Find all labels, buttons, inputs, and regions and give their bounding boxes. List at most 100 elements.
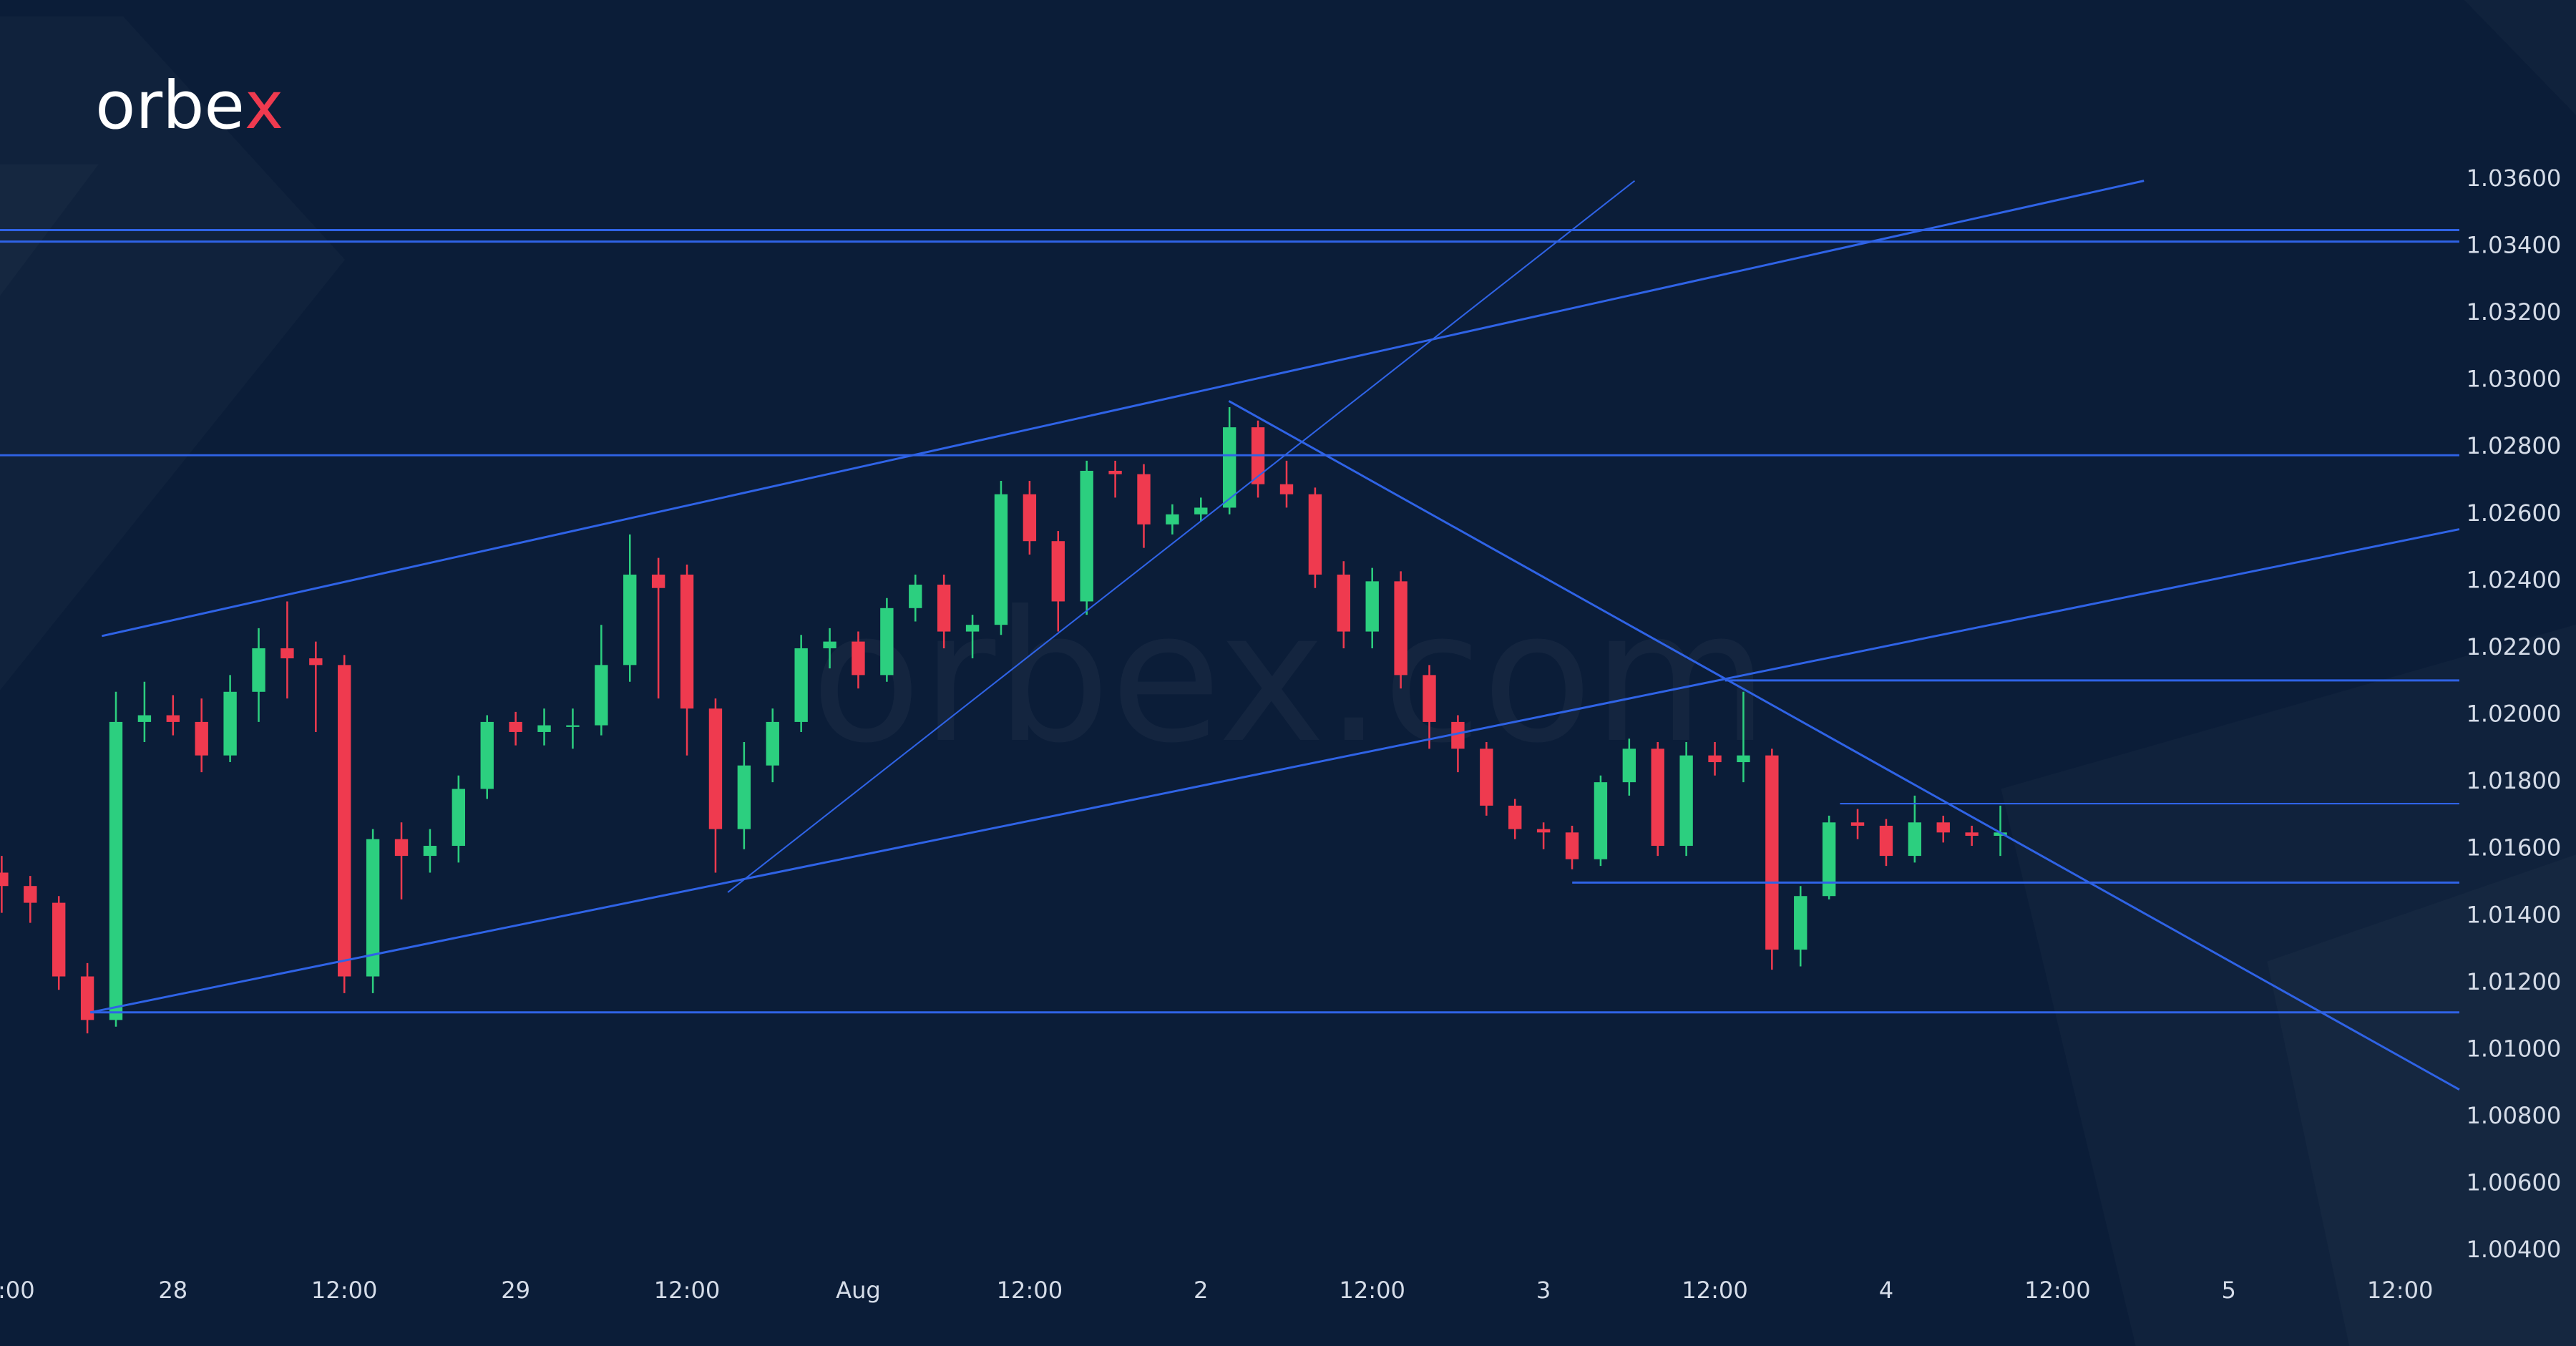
candle-body bbox=[937, 585, 951, 632]
y-tick-label: 1.01000 bbox=[2467, 1035, 2562, 1062]
candle-body bbox=[766, 721, 779, 766]
candle-body bbox=[1536, 829, 1551, 833]
candle-body bbox=[1508, 805, 1522, 829]
y-tick-label: 1.02200 bbox=[2467, 633, 2562, 660]
candle-body bbox=[24, 886, 37, 903]
x-tick-label: Aug bbox=[836, 1277, 881, 1304]
candle-body bbox=[1850, 822, 1865, 826]
candle-body bbox=[137, 715, 152, 722]
candle-body bbox=[1337, 575, 1350, 632]
y-tick-label: 1.03200 bbox=[2467, 298, 2562, 326]
x-tick-label: 29 bbox=[501, 1277, 530, 1304]
candle-body bbox=[1622, 748, 1636, 783]
trend-line bbox=[1228, 400, 2460, 1091]
candle-body bbox=[880, 608, 894, 676]
y-tick-label: 1.01600 bbox=[2467, 834, 2562, 862]
candle-body bbox=[309, 658, 323, 665]
candle-body bbox=[109, 721, 123, 1020]
candle-body bbox=[166, 715, 180, 722]
candle-body bbox=[1879, 825, 1893, 857]
candle-body bbox=[423, 846, 437, 857]
candle-body bbox=[623, 575, 637, 665]
candle-body bbox=[1765, 755, 1779, 950]
candle-body bbox=[1137, 474, 1151, 525]
candle-body bbox=[0, 872, 9, 887]
candle-body bbox=[1166, 514, 1179, 525]
candle-body bbox=[965, 625, 980, 632]
y-tick-label: 1.01800 bbox=[2467, 767, 2562, 794]
candle-body bbox=[651, 575, 665, 588]
candle-body bbox=[566, 725, 580, 727]
x-tick-label: 12:00 bbox=[1682, 1277, 1748, 1304]
candle-body bbox=[1451, 721, 1465, 749]
candle-body bbox=[1965, 832, 1979, 837]
candle-body bbox=[52, 902, 66, 977]
candle-body bbox=[1594, 782, 1608, 859]
y-tick-label: 1.01200 bbox=[2467, 968, 2562, 995]
x-tick-label: 12:00 bbox=[654, 1277, 721, 1304]
candle-body bbox=[1994, 832, 2007, 837]
x-tick-label: 12:00 bbox=[2024, 1277, 2091, 1304]
candle-body bbox=[1194, 507, 1208, 514]
candle-body bbox=[280, 648, 294, 658]
candle-body bbox=[366, 839, 380, 977]
x-axis: 12:00 28 12:00 29 12:00 Aug 12:00 2 12:00 3 12:00 4… bbox=[0, 1277, 2434, 1304]
y-axis: 1.00400 1.00600 1.00800 1.01000 1.01200 1.014… bbox=[2467, 170, 2562, 1264]
y-tick-label: 1.00400 bbox=[2467, 1236, 2562, 1263]
y-tick-label: 1.02800 bbox=[2467, 432, 2562, 459]
candle-body bbox=[195, 721, 208, 756]
candle-body bbox=[737, 765, 751, 829]
candle-body bbox=[1794, 896, 1807, 950]
y-tick-label: 1.00800 bbox=[2467, 1102, 2562, 1129]
candle-body bbox=[823, 641, 836, 648]
candle-body bbox=[252, 648, 265, 692]
x-tick-label: 12:00 bbox=[311, 1277, 378, 1304]
candle-body bbox=[909, 585, 922, 608]
trend-lines bbox=[0, 180, 2460, 1091]
candle-body bbox=[80, 976, 94, 1020]
candle-body bbox=[1423, 675, 1436, 722]
trend-line bbox=[89, 528, 2460, 1014]
x-tick-label: 3 bbox=[1536, 1277, 1551, 1304]
y-tick-label: 1.01400 bbox=[2467, 901, 2562, 928]
candle-body bbox=[1565, 832, 1579, 859]
candle-body bbox=[680, 575, 694, 709]
x-tick-label: 5 bbox=[2222, 1277, 2236, 1304]
candle-body bbox=[1480, 748, 1493, 806]
x-tick-label: 12:00 bbox=[997, 1277, 1063, 1304]
candle-body bbox=[1708, 755, 1722, 763]
candle-body bbox=[1223, 427, 1236, 508]
x-tick-label: 4 bbox=[1879, 1277, 1893, 1304]
y-tick-label: 1.00600 bbox=[2467, 1169, 2562, 1196]
logo: orbex bbox=[95, 67, 283, 144]
candle-body bbox=[1908, 822, 1922, 857]
candle-body bbox=[994, 494, 1008, 625]
y-tick-label: 1.02400 bbox=[2467, 566, 2562, 593]
candle-body bbox=[1737, 755, 1750, 763]
candle-body bbox=[223, 691, 237, 756]
y-tick-label: 1.03000 bbox=[2467, 366, 2562, 393]
candle-body bbox=[1394, 581, 1407, 676]
candle-body bbox=[595, 665, 608, 726]
y-tick-label: 1.03400 bbox=[2467, 231, 2562, 258]
candle-body bbox=[1822, 822, 1836, 897]
candle-body bbox=[1936, 822, 1950, 833]
x-tick-label: 28 bbox=[158, 1277, 187, 1304]
candle-body bbox=[1651, 748, 1664, 847]
trend-line bbox=[727, 180, 1636, 893]
candle-body bbox=[1080, 470, 1093, 602]
candle-body bbox=[509, 721, 522, 732]
x-tick-label: 12:00 bbox=[2367, 1277, 2434, 1304]
candle-body bbox=[394, 839, 409, 857]
candle-body bbox=[1679, 755, 1693, 847]
y-tick-label: 1.02600 bbox=[2467, 499, 2562, 527]
x-tick-label: 12:00 bbox=[0, 1277, 35, 1304]
x-tick-label: 2 bbox=[1194, 1277, 1208, 1304]
candles bbox=[0, 407, 2007, 1034]
watermark: orbex.com bbox=[811, 572, 1769, 783]
candle-body bbox=[1308, 494, 1322, 575]
candle-body bbox=[537, 725, 551, 732]
